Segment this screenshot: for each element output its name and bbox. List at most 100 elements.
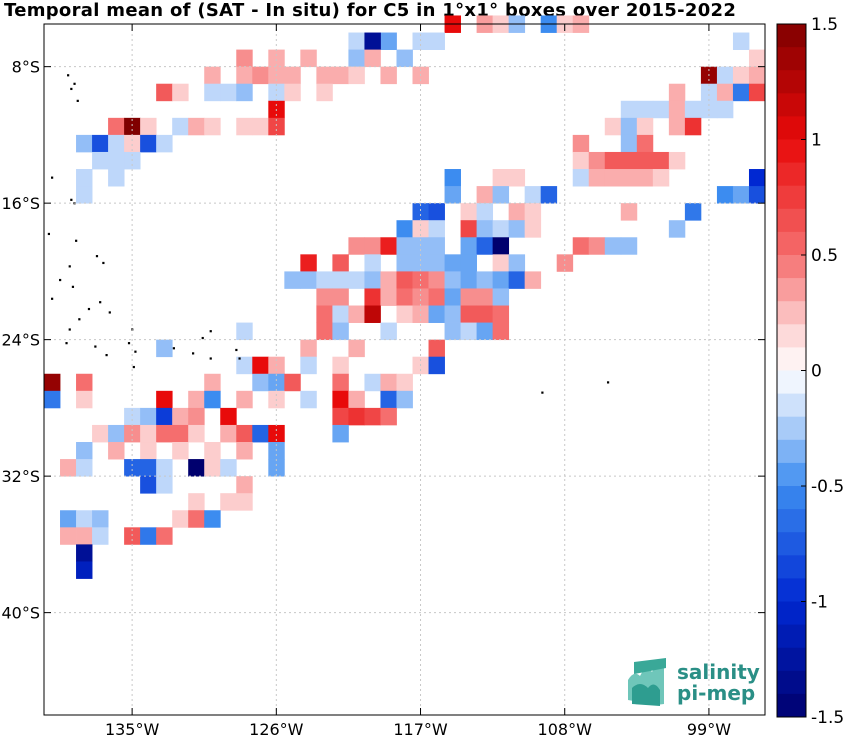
island-marker [102, 261, 105, 265]
colorbar-segment [777, 439, 806, 464]
heatmap-cell [108, 134, 125, 153]
heatmap-cell [572, 151, 590, 170]
colorbar-segment [777, 47, 806, 71]
colorbar-segment [777, 578, 806, 602]
heatmap-cell [620, 117, 638, 136]
heatmap-cell [76, 510, 93, 528]
heatmap-cell [492, 169, 510, 187]
logo-line2: pi-mep [677, 681, 755, 705]
island-marker [70, 198, 73, 201]
heatmap-cell [716, 66, 734, 85]
heatmap-cell [316, 83, 333, 102]
heatmap-cell [460, 322, 477, 341]
heatmap-cell [604, 237, 622, 255]
heatmap-cell [236, 49, 253, 68]
heatmap-cell [444, 322, 461, 341]
heatmap-cell [156, 339, 173, 358]
heatmap-cell [316, 322, 333, 341]
x-axis-ticks: 135°W 126°W 117°W 108°W 99°W [105, 24, 731, 739]
heatmap-cell [588, 237, 606, 255]
heatmap-cell [124, 134, 141, 153]
heatmap-cell [380, 271, 397, 289]
heatmap-cell [380, 32, 397, 50]
colorbar-tick-label: -1.5 [811, 708, 844, 728]
heatmap-cell [476, 322, 494, 341]
heatmap-cell [316, 271, 333, 289]
colorbar-segment [777, 255, 806, 279]
y-tick-label: 8°S [12, 58, 40, 77]
heatmap-cell [204, 117, 221, 136]
heatmap-cell [460, 237, 477, 255]
heatmap-cell [236, 442, 253, 460]
heatmap-cell [92, 424, 109, 443]
heatmap-cell [396, 288, 413, 306]
heatmap-cell [252, 66, 269, 85]
heatmap-cell [268, 49, 285, 68]
heatmap-cell [76, 186, 93, 204]
heatmap-cell [476, 186, 494, 204]
heatmap-cell [620, 134, 638, 153]
heatmap-cell [172, 424, 189, 443]
heatmap-cell [348, 237, 365, 255]
heatmap-cell [172, 83, 189, 102]
heatmap-cell [364, 32, 381, 50]
heatmap-cell [332, 66, 349, 85]
heatmap-cell [188, 493, 205, 511]
island-marker [78, 318, 81, 321]
island-marker [105, 353, 108, 357]
heatmap-cell [92, 151, 109, 170]
heatmap-cell [204, 390, 221, 409]
heatmap-cell [204, 66, 221, 85]
heatmap-cell [380, 66, 397, 85]
heatmap-cell [140, 459, 157, 477]
heatmap-cell [444, 186, 461, 204]
island-marker [172, 347, 175, 350]
island-marker [541, 391, 544, 394]
heatmap-cell [636, 169, 654, 187]
heatmap-cell [140, 407, 157, 426]
island-marker [99, 301, 102, 304]
x-tick-label: 135°W [105, 720, 160, 739]
heatmap-cell [412, 32, 429, 50]
heatmap-cell [76, 527, 93, 545]
heatmap-cell [156, 476, 173, 494]
island-marker [606, 381, 610, 384]
heatmap-cell [220, 493, 237, 511]
colorbar-segment [777, 24, 806, 48]
island-marker [47, 232, 51, 236]
heatmap-cell [444, 271, 461, 289]
heatmap-cell [396, 49, 413, 68]
heatmap-cell [124, 424, 141, 443]
heatmap-cells [44, 15, 766, 579]
heatmap-cell [172, 407, 189, 426]
colorbar-segment [777, 670, 806, 695]
heatmap-cell [316, 288, 333, 306]
heatmap-cell [332, 407, 349, 426]
heatmap-cell [460, 254, 477, 272]
heatmap-cell [76, 134, 93, 153]
heatmap-cell [652, 100, 670, 119]
heatmap-cell [92, 134, 109, 153]
heatmap-cell [156, 459, 173, 477]
heatmap-cell [716, 100, 734, 119]
colorbar-segment [777, 462, 806, 487]
heatmap-cell [396, 305, 413, 323]
heatmap-cell [668, 83, 686, 102]
y-tick-label: 16°S [1, 194, 40, 213]
heatmap-cell [620, 100, 638, 119]
heatmap-cell [412, 254, 429, 272]
island-marker [235, 348, 238, 352]
heatmap-cell [428, 356, 445, 375]
heatmap-cell [140, 442, 157, 460]
heatmap-cell [380, 373, 397, 392]
colorbar-tick-label: 1.5 [811, 15, 838, 35]
heatmap-cell [252, 356, 269, 375]
heatmap-cell [684, 100, 702, 119]
heatmap-cell [492, 254, 510, 272]
heatmap-cell [396, 220, 413, 238]
colorbar-segment [777, 347, 806, 371]
heatmap-cell [396, 373, 413, 392]
island-marker [68, 328, 71, 331]
heatmap-cell [476, 271, 494, 289]
heatmap-cell [572, 237, 590, 255]
